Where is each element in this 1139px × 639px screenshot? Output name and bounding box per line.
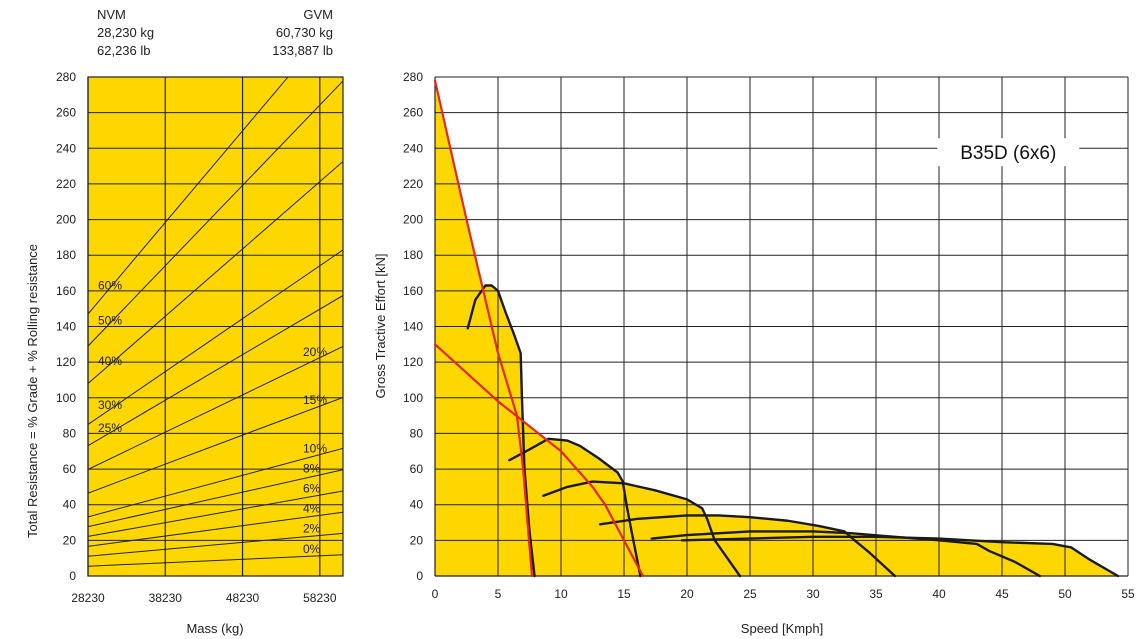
- left-plot-frame: [87, 76, 344, 577]
- model-label-box: [937, 138, 1080, 167]
- right-x-tick-label: 20: [680, 587, 694, 601]
- right-y-tick-label: 260: [403, 106, 423, 120]
- right-y-tick-label: 220: [403, 177, 423, 191]
- grade-label: 15%: [303, 393, 327, 407]
- right-x-tick-label: 35: [869, 587, 883, 601]
- grade-label: 2%: [303, 522, 321, 536]
- gvm-kg: 60,730 kg: [276, 25, 333, 40]
- grade-label: 25%: [98, 421, 122, 435]
- grade-line: [88, 396, 343, 494]
- right-y-tick-label: 40: [410, 498, 424, 512]
- left-y-tick-label: 180: [56, 248, 76, 262]
- left-y-tick-label: 240: [56, 141, 76, 155]
- grade-label: 20%: [303, 345, 327, 359]
- left-x-tick-label: 28230: [71, 591, 105, 605]
- left-y-tick-label: 200: [56, 213, 76, 227]
- grade-label: 50%: [98, 313, 122, 327]
- tractive-effort-chart: 0 20 40 60 80 100 120 140 160 180 200 220 240 260 280 0…: [373, 70, 1135, 636]
- left-y-tick-label: 280: [56, 70, 76, 84]
- traction-limit-curve: [433, 343, 645, 578]
- grade-label: 0%: [303, 542, 321, 556]
- left-y-tick-label: 120: [56, 355, 76, 369]
- grade-line: [88, 532, 343, 557]
- right-x-tick-label: 5: [495, 587, 502, 601]
- grade-line: [88, 80, 343, 347]
- grade-line: [88, 447, 343, 518]
- header-svg: NVM 28,230 kg 62,236 lb GVM 60,730 kg 13…: [97, 7, 333, 58]
- gvm-label: GVM: [303, 7, 333, 22]
- grade-line: [88, 511, 343, 547]
- left-y-tick-label: 140: [56, 320, 76, 334]
- right-y-tick-label: 160: [403, 284, 423, 298]
- right-x-tick-label: 45: [995, 587, 1009, 601]
- nvm-lb: 62,236 lb: [97, 43, 151, 58]
- model-title: B35D (6x6): [960, 143, 1056, 164]
- right-y-tick-label: 100: [403, 391, 423, 405]
- mass-resistance-chart: 0 20 40 60 80 100 120 140 160 180 200 220 240 260 280 2…: [25, 70, 344, 636]
- right-y-tick-label: 80: [410, 426, 424, 440]
- right-y-tick-label: 20: [410, 533, 424, 547]
- left-y-tick-label: 0: [69, 569, 76, 583]
- right-x-tick-label: 40: [932, 587, 946, 601]
- right-x-tick-label: 50: [1058, 587, 1072, 601]
- right-y-tick-label: 140: [403, 320, 423, 334]
- right-y-tick-label: 60: [410, 462, 424, 476]
- grade-line: [88, 554, 343, 567]
- grade-label: 10%: [303, 441, 327, 455]
- grade-label: 6%: [303, 482, 321, 496]
- right-y-tick-label: 240: [403, 141, 423, 155]
- grade-label: 30%: [98, 398, 122, 412]
- tractive-envelope-fill: [435, 80, 1118, 577]
- right-x-tick-label: 15: [617, 587, 631, 601]
- right-y-axis-title: Gross Tractive Effort [kN]: [373, 254, 388, 399]
- right-y-tick-label: 0: [416, 569, 423, 583]
- left-y-axis-title: Total Resistance = % Grade + % Rolling r…: [25, 244, 40, 538]
- header-block: NVM 28,230 kg 62,236 lb GVM 60,730 kg 13…: [0, 0, 360, 60]
- left-x-tick-label: 48230: [226, 591, 260, 605]
- grade-line: [88, 249, 343, 425]
- left-x-axis-title: Mass (kg): [186, 621, 243, 636]
- grade-label: 8%: [303, 462, 321, 476]
- left-y-tick-label: 40: [63, 498, 77, 512]
- gear-curve: [508, 437, 642, 578]
- left-y-tick-label: 220: [56, 177, 76, 191]
- left-y-tick-label: 60: [63, 462, 77, 476]
- grade-line: [88, 295, 343, 447]
- right-x-tick-label: 25: [743, 587, 757, 601]
- grade-label: 4%: [303, 502, 321, 516]
- left-x-tick-label: 58230: [303, 591, 337, 605]
- grade-line: [88, 77, 289, 315]
- left-y-tick-label: 20: [63, 533, 77, 547]
- grade-line: [88, 346, 343, 470]
- left-y-tick-label: 260: [56, 106, 76, 120]
- right-y-tick-label: 180: [403, 248, 423, 262]
- right-x-tick-label: 0: [432, 587, 439, 601]
- right-x-tick-label: 55: [1121, 587, 1135, 601]
- right-x-tick-label: 10: [554, 587, 568, 601]
- right-x-axis-title: Speed [Kmph]: [741, 621, 823, 636]
- right-y-tick-label: 280: [403, 70, 423, 84]
- grade-line: [88, 490, 343, 537]
- gear-curve: [598, 514, 897, 578]
- grade-line: [88, 161, 343, 384]
- left-y-tick-label: 80: [63, 426, 77, 440]
- gear-curve: [680, 535, 1120, 578]
- right-x-tick-label: 30: [806, 587, 820, 601]
- right-y-tick-label: 120: [403, 355, 423, 369]
- nvm-kg: 28,230 kg: [97, 25, 154, 40]
- right-y-tick-label: 200: [403, 213, 423, 227]
- grade-line: [88, 469, 343, 528]
- gvm-lb: 133,887 lb: [272, 43, 333, 58]
- grade-lines: [88, 77, 343, 567]
- nvm-label: NVM: [97, 7, 126, 22]
- left-y-tick-label: 100: [56, 391, 76, 405]
- gear-curve: [542, 480, 742, 578]
- grade-label: 40%: [98, 354, 122, 368]
- left-x-tick-label: 38230: [149, 591, 183, 605]
- left-y-tick-label: 160: [56, 284, 76, 298]
- grade-label: 60%: [98, 279, 122, 293]
